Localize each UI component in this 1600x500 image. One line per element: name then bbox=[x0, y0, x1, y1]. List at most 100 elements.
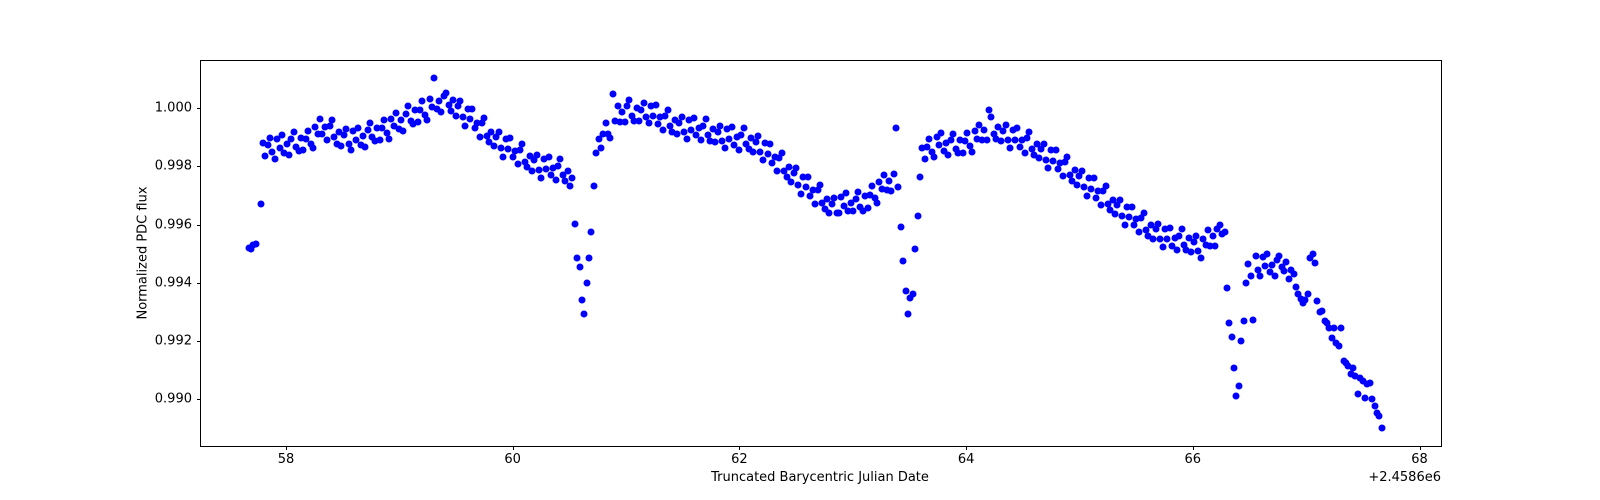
data-point bbox=[283, 140, 291, 148]
data-point bbox=[749, 148, 757, 156]
data-point bbox=[1087, 185, 1095, 193]
data-point bbox=[1278, 263, 1286, 271]
data-point bbox=[390, 122, 398, 130]
y-tick-mark bbox=[197, 108, 201, 110]
data-point bbox=[1275, 252, 1283, 259]
data-point bbox=[447, 107, 455, 115]
data-point bbox=[890, 170, 898, 178]
data-point bbox=[911, 245, 919, 253]
data-point bbox=[678, 113, 686, 120]
data-point bbox=[554, 162, 562, 169]
data-point bbox=[923, 143, 931, 151]
data-point bbox=[435, 97, 443, 105]
data-point bbox=[921, 155, 929, 163]
data-point bbox=[647, 102, 655, 110]
data-point bbox=[514, 160, 522, 168]
data-point bbox=[416, 106, 424, 114]
data-point bbox=[775, 154, 783, 162]
data-point bbox=[973, 135, 981, 143]
x-tick-label: 66 bbox=[1184, 452, 1202, 467]
y-tick-mark bbox=[197, 398, 201, 400]
data-point bbox=[297, 134, 305, 142]
data-point bbox=[956, 136, 964, 144]
data-point bbox=[1159, 243, 1167, 251]
data-point bbox=[1285, 275, 1293, 282]
data-point bbox=[1213, 225, 1221, 233]
data-point bbox=[1297, 295, 1305, 302]
data-point bbox=[387, 115, 395, 122]
data-point bbox=[821, 205, 829, 213]
data-point bbox=[1111, 210, 1119, 218]
data-point bbox=[1085, 174, 1093, 182]
data-point bbox=[257, 200, 264, 208]
data-point bbox=[430, 74, 438, 82]
data-point bbox=[606, 134, 614, 142]
data-point bbox=[1052, 146, 1059, 154]
data-point bbox=[540, 155, 548, 163]
data-point bbox=[1247, 272, 1255, 280]
y-tick-label: 0.990 bbox=[154, 391, 192, 407]
y-tick-label: 0.992 bbox=[154, 333, 192, 349]
data-point bbox=[357, 141, 364, 149]
data-point bbox=[1071, 166, 1079, 174]
data-point bbox=[1256, 272, 1264, 280]
data-point bbox=[656, 113, 664, 121]
data-point bbox=[621, 118, 629, 126]
data-point bbox=[695, 124, 702, 132]
data-point bbox=[1209, 232, 1217, 240]
data-point bbox=[980, 126, 988, 134]
data-point bbox=[1080, 183, 1088, 191]
data-point bbox=[959, 149, 967, 157]
data-point bbox=[521, 158, 529, 165]
data-point bbox=[1166, 224, 1174, 232]
data-point bbox=[1106, 206, 1114, 214]
data-point bbox=[825, 209, 833, 217]
data-point bbox=[1094, 187, 1102, 195]
x-tick-mark bbox=[1419, 446, 1421, 450]
data-point bbox=[756, 148, 764, 156]
data-point bbox=[637, 106, 645, 114]
data-point bbox=[1242, 279, 1250, 287]
data-point bbox=[799, 173, 807, 181]
data-point bbox=[571, 220, 579, 228]
data-point bbox=[714, 128, 721, 136]
data-point bbox=[561, 177, 569, 185]
data-point bbox=[597, 144, 605, 152]
data-point bbox=[645, 119, 652, 127]
data-point bbox=[623, 102, 631, 110]
data-point bbox=[1142, 226, 1150, 234]
data-point bbox=[1273, 256, 1281, 264]
data-point bbox=[868, 182, 876, 190]
data-point bbox=[454, 102, 462, 110]
data-point bbox=[418, 97, 426, 105]
data-point bbox=[1192, 232, 1200, 239]
data-point bbox=[880, 171, 888, 178]
data-point bbox=[883, 186, 890, 194]
data-point bbox=[685, 116, 693, 124]
data-point bbox=[345, 140, 353, 147]
data-point bbox=[292, 143, 300, 151]
data-point bbox=[542, 165, 550, 173]
data-point bbox=[1354, 390, 1362, 398]
data-point bbox=[1104, 200, 1112, 208]
data-point bbox=[871, 194, 879, 202]
data-point bbox=[790, 169, 798, 177]
data-point bbox=[942, 139, 950, 147]
data-point bbox=[797, 190, 805, 198]
data-point bbox=[752, 138, 760, 146]
data-point bbox=[516, 146, 524, 154]
data-point bbox=[366, 119, 374, 127]
data-point bbox=[906, 294, 914, 302]
data-point bbox=[299, 146, 307, 154]
data-point bbox=[476, 133, 483, 140]
x-tick-mark bbox=[286, 446, 287, 450]
data-point bbox=[1306, 254, 1314, 262]
data-point bbox=[1199, 235, 1207, 243]
data-point bbox=[1206, 242, 1214, 250]
data-point bbox=[464, 105, 472, 113]
x-tick-label: 62 bbox=[731, 452, 748, 467]
data-point bbox=[616, 118, 624, 126]
data-point bbox=[975, 121, 983, 129]
data-point bbox=[692, 131, 700, 139]
data-point bbox=[1190, 238, 1198, 246]
